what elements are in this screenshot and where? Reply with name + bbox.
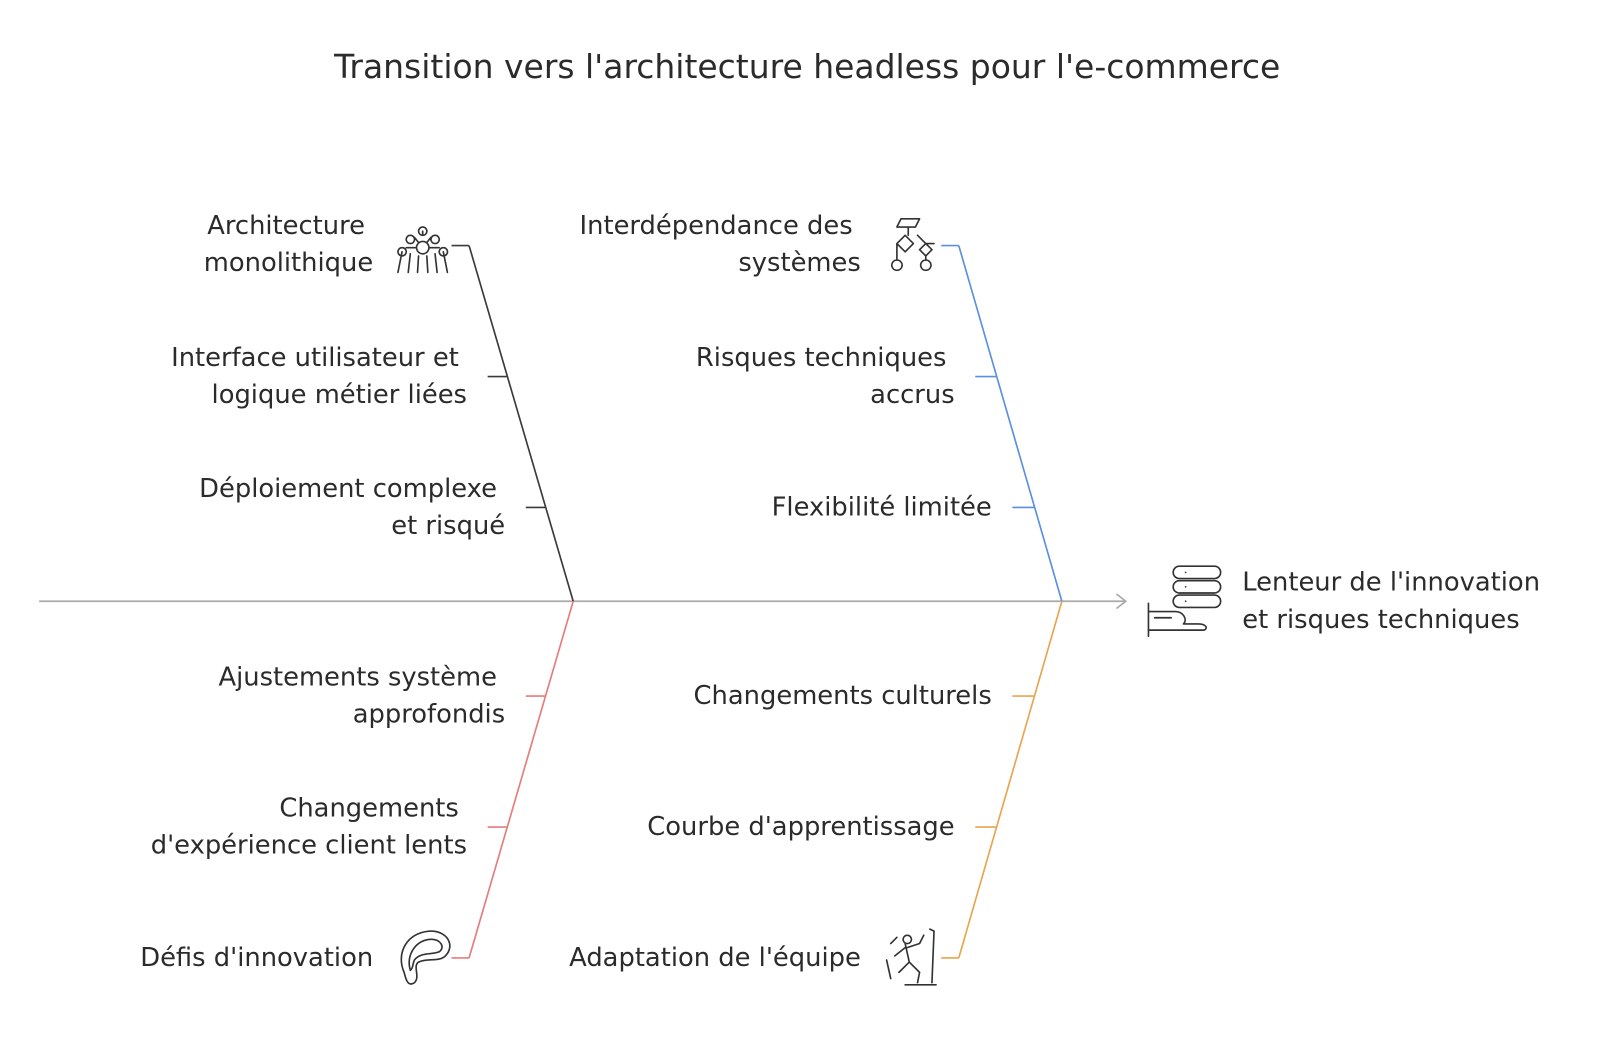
label-line: Défis d'innovation bbox=[140, 942, 373, 972]
label: Défis d'innovation bbox=[140, 942, 373, 972]
label: Changements d'expérience client lents bbox=[151, 793, 467, 860]
icon-path bbox=[1147, 565, 1222, 638]
label: Risques techniques accrus bbox=[696, 342, 955, 409]
label-line: Déploiement complexe bbox=[199, 473, 505, 503]
branch-line bbox=[468, 601, 574, 959]
label: Architecture monolithique bbox=[204, 211, 373, 278]
label-line: Adaptation de l'équipe bbox=[569, 942, 861, 972]
label-line: monolithique bbox=[204, 248, 373, 278]
label: Déploiement complexe et risqué bbox=[199, 473, 505, 540]
label-line: Interface utilisateur et bbox=[171, 342, 467, 372]
icon-path bbox=[397, 226, 449, 274]
icon-path bbox=[400, 930, 451, 985]
spine-arrow bbox=[1115, 593, 1128, 610]
label-line: accrus bbox=[870, 380, 954, 410]
category-icon bbox=[400, 930, 451, 985]
label-line: Risques techniques bbox=[696, 342, 955, 372]
category-icon bbox=[885, 928, 937, 986]
label: Ajustements système approfondis bbox=[218, 662, 505, 729]
label-line: approfondis bbox=[353, 699, 505, 729]
branch-line bbox=[468, 245, 574, 602]
label-line: et risqué bbox=[391, 511, 505, 541]
branch-line bbox=[957, 245, 1063, 602]
label-line: systèmes bbox=[738, 248, 860, 278]
label: Adaptation de l'équipe bbox=[569, 942, 861, 972]
label-line: Courbe d'apprentissage bbox=[647, 812, 954, 842]
title: Transition vers l'architecture headless … bbox=[333, 47, 1280, 86]
label: Lenteur de l'innovation et risques techn… bbox=[1242, 567, 1548, 634]
label: Courbe d'apprentissage bbox=[647, 812, 954, 842]
category-icon bbox=[397, 226, 449, 274]
label: Interface utilisateur et logique métier … bbox=[171, 342, 467, 409]
label-line: Architecture bbox=[207, 211, 373, 241]
label-line: Changements culturels bbox=[694, 681, 992, 711]
icon-path bbox=[891, 217, 935, 272]
label-line: Interdépendance des bbox=[580, 211, 861, 241]
label-line: Flexibilité limitée bbox=[772, 492, 992, 522]
label-line: logique métier liées bbox=[212, 380, 467, 410]
label-line: Ajustements système bbox=[218, 662, 505, 692]
branch-line bbox=[957, 601, 1063, 959]
label: Flexibilité limitée bbox=[772, 492, 992, 522]
label-line: d'expérience client lents bbox=[151, 830, 467, 860]
category-icon bbox=[891, 217, 935, 272]
label-line: et risques techniques bbox=[1242, 604, 1519, 634]
label: Interdépendance des systèmes bbox=[580, 211, 861, 278]
label: Changements culturels bbox=[694, 681, 992, 711]
effect-icon bbox=[1147, 565, 1222, 638]
icon-path bbox=[885, 928, 937, 986]
label-line: Changements bbox=[279, 793, 467, 823]
label-line: Lenteur de l'innovation bbox=[1242, 567, 1548, 597]
